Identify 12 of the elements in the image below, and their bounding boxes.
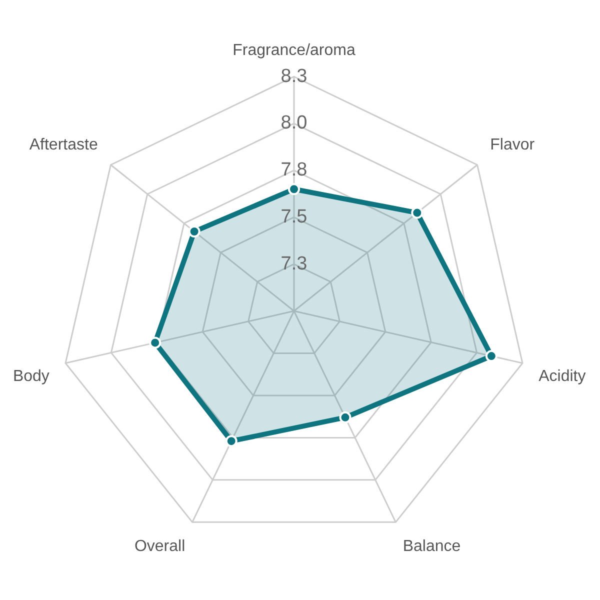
spoke-label: Fragrance/aroma: [232, 42, 356, 59]
y-tick-label: 8.0: [280, 112, 308, 134]
spoke-label: Body: [12, 368, 50, 385]
spoke-label: Acidity: [538, 368, 586, 385]
y-tick-label: 8.3: [280, 66, 308, 87]
y-tick-label: 7.5: [280, 206, 308, 228]
spoke-label: Balance: [402, 538, 461, 556]
spoke-label: Overall: [134, 538, 186, 556]
y-tick-label: 7.3: [280, 253, 308, 274]
y-tick-label: 7.8: [280, 160, 308, 181]
spoke-label: Flavor: [490, 136, 536, 154]
spoke-label: Aftertaste: [29, 136, 98, 154]
